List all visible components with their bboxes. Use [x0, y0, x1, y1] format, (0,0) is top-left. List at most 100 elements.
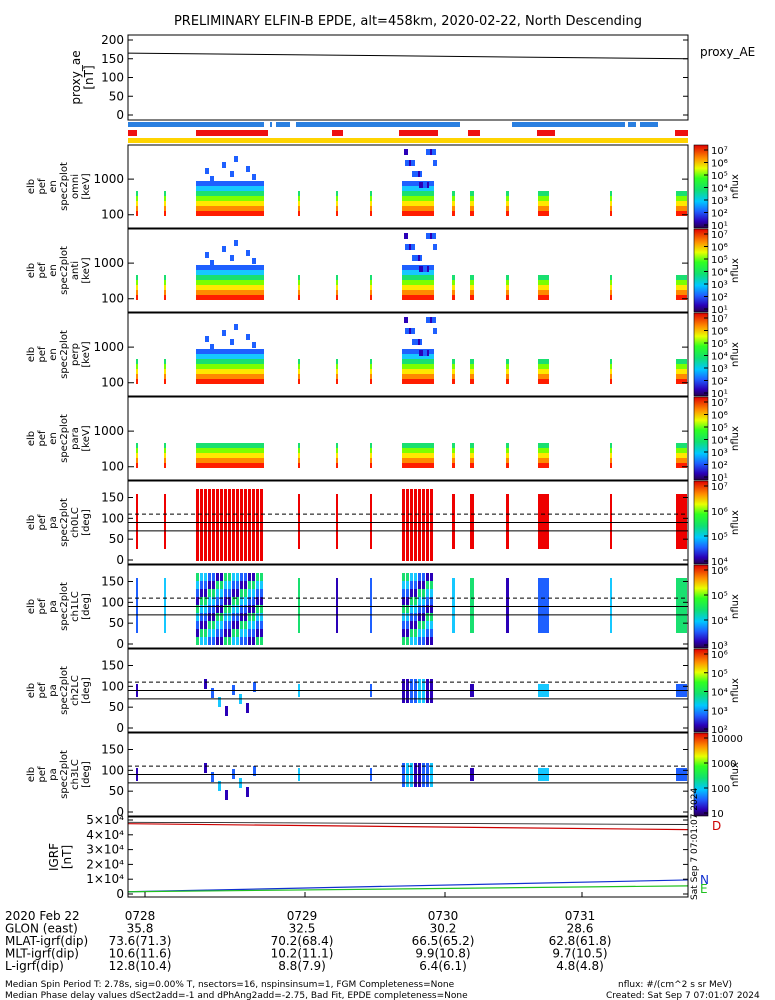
spectrogram-cell	[414, 589, 417, 597]
spectrogram-cell	[216, 629, 219, 637]
spectrogram-cell	[211, 772, 214, 782]
colorbar-tick-label: 10⁶	[711, 650, 728, 661]
spectrogram-cell	[676, 201, 687, 206]
spectrogram-cell	[430, 589, 433, 597]
spectrogram-cell	[228, 553, 231, 561]
colorbar-tick-label: 10⁶	[711, 566, 728, 577]
colorbar-tick-label: 10²	[711, 209, 728, 220]
spectrogram-cell	[452, 290, 455, 295]
footer-row-value: 9.7(10.5)	[552, 947, 607, 961]
spectrogram-cell	[196, 489, 199, 497]
spectrogram-cell	[426, 573, 429, 581]
status-bar-yellow	[128, 138, 688, 143]
spectrogram-cell	[196, 521, 199, 529]
spectrogram-cell	[256, 581, 259, 589]
spectrogram-cell	[610, 369, 612, 374]
colorbar-tick-label: 10⁵	[711, 591, 728, 602]
colorbar	[693, 312, 709, 397]
spectrogram-cell	[418, 597, 421, 605]
spectrogram-cell	[228, 589, 231, 597]
spectrogram-cell	[402, 206, 434, 211]
spectrogram-cell	[430, 489, 433, 497]
energy-spectrogram-panel: 1000100elbpefenspec2plotomni[keV]10⁷10⁶1…	[26, 144, 741, 232]
spectrogram-cell	[426, 763, 429, 771]
spectrogram-cell	[220, 545, 223, 553]
spectrogram-cell	[208, 497, 211, 505]
ytick-label: 150	[101, 743, 124, 757]
spectrogram-cell	[204, 521, 207, 529]
spectrogram-cell	[470, 374, 474, 379]
colorbar	[693, 564, 709, 649]
spectrogram-cell	[402, 211, 434, 216]
spectrogram-cell	[224, 521, 227, 529]
spectrogram-cell	[370, 369, 372, 374]
spectrogram-cell	[244, 629, 247, 637]
colorbar-tick-label: 10⁴	[711, 184, 728, 195]
ytick-label: 0	[116, 805, 124, 819]
spectrogram-cell	[240, 497, 243, 505]
footer-row-value: 12.8(10.4)	[109, 959, 172, 973]
spectrogram-cell	[240, 573, 243, 581]
panel-ylabel-line: spec2plot	[59, 666, 70, 715]
proxy-ytick-label: 50	[109, 89, 124, 103]
igrf-ytick-label: 5×10⁴	[86, 813, 124, 827]
spectrogram-cell	[410, 763, 413, 771]
igrf-ylabel-line: IGRF	[47, 843, 61, 871]
spectrogram-cell	[244, 489, 247, 497]
spectrogram-cell	[336, 379, 338, 384]
status-bar-red	[128, 130, 137, 136]
spectrogram-cell	[430, 573, 433, 581]
spectrogram-cell	[470, 201, 474, 206]
panel-ylabel: elbpefenspec2plotperp[keV]	[26, 330, 92, 379]
spectrogram-cell	[418, 621, 421, 629]
spectrogram-cell	[252, 629, 255, 637]
spectrogram-cell	[418, 573, 421, 581]
colorbar-tick-label: 10⁶	[711, 507, 728, 518]
spectrogram-cell	[260, 497, 263, 505]
spectrogram-cell	[298, 280, 300, 285]
spectrogram-cell	[422, 537, 425, 545]
panel-frame	[127, 396, 689, 481]
spectrogram-cell	[200, 553, 203, 561]
spectrogram-cell	[260, 553, 263, 561]
status-bar-red	[675, 130, 688, 136]
spectrogram-cell	[252, 174, 256, 180]
spectrogram-cell	[196, 453, 264, 458]
spectrogram-cell	[224, 489, 227, 497]
spectrogram-cell	[200, 489, 203, 497]
spectrogram-cell	[252, 597, 255, 605]
spectrogram-cell	[676, 379, 687, 384]
spectrogram-cell	[252, 342, 256, 348]
spectrogram-cell	[248, 629, 251, 637]
spectrogram-cell	[538, 275, 549, 280]
panel-frame	[127, 564, 689, 649]
colorbar	[693, 228, 709, 313]
panel-ylabel-line: pef	[37, 514, 48, 531]
spectrogram-cell	[240, 521, 243, 529]
spectrogram-cell	[252, 621, 255, 629]
spectrogram-cell	[406, 521, 409, 529]
spectrogram-cell	[402, 374, 434, 379]
spectrogram-cell	[236, 613, 239, 621]
spectrogram-cell	[252, 489, 255, 497]
spectrogram-cell	[538, 191, 549, 196]
ytick-label: 100	[101, 763, 124, 777]
spectrogram-cell	[216, 553, 219, 561]
spectrogram-cell	[452, 443, 455, 448]
panel-ylabel-line: elb	[26, 683, 37, 698]
spectrogram-cell	[676, 206, 687, 211]
spectrogram-cell	[610, 290, 612, 295]
panel-ylabel-line: [keV]	[81, 257, 92, 283]
footer-row-value: 35.8	[127, 922, 154, 936]
colorbar-tick-label: 10⁴	[711, 616, 728, 627]
spectrogram-cell	[414, 553, 417, 561]
spectrogram-cell	[260, 605, 263, 613]
spectrogram-cell	[298, 290, 300, 295]
spectrogram-cell	[406, 537, 409, 545]
spectrogram-cell	[426, 553, 429, 561]
spectrogram-cell	[210, 176, 214, 182]
spectrogram-cell	[402, 181, 434, 186]
spectrogram-cell	[228, 613, 231, 621]
